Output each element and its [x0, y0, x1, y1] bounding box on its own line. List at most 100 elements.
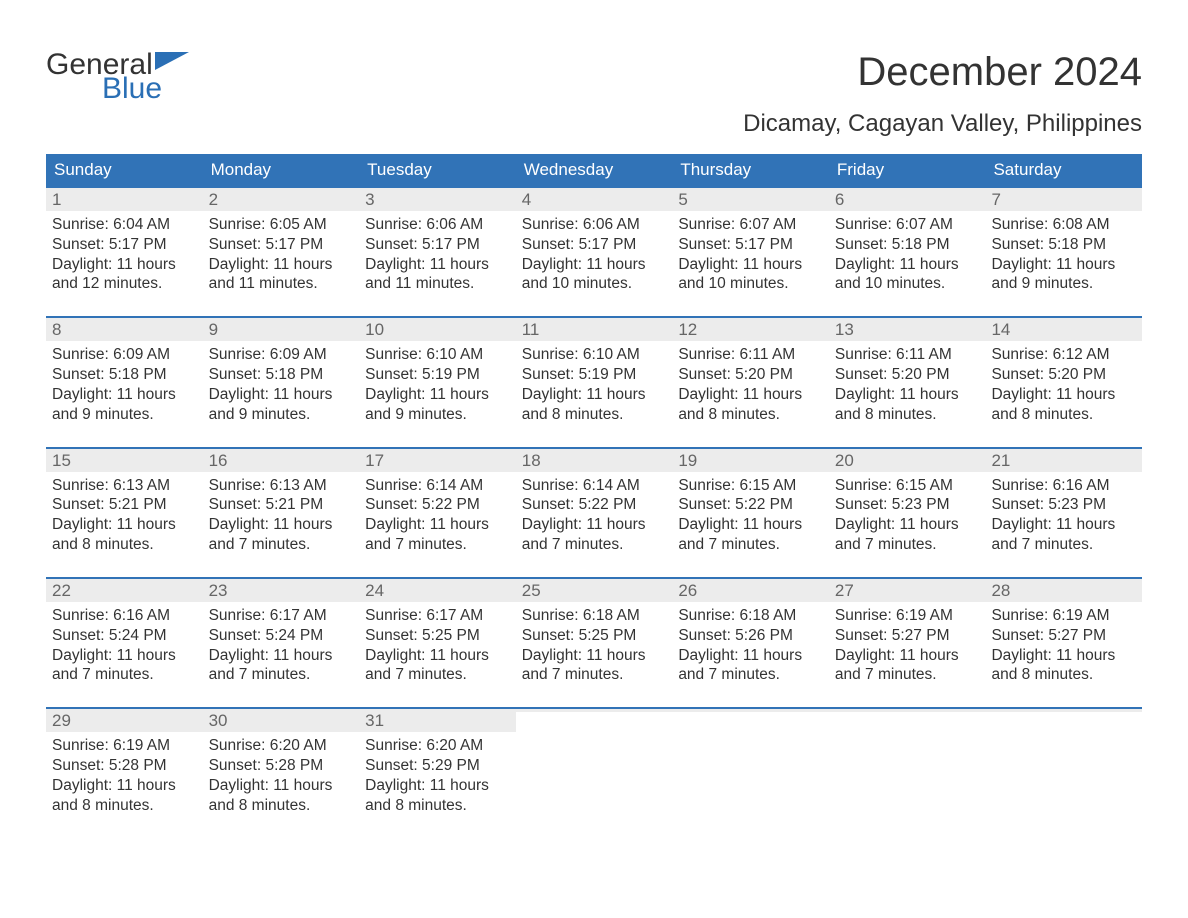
sunrise-line: Sunrise: 6:15 AM — [835, 476, 980, 496]
day-header: Tuesday — [359, 154, 516, 186]
daylight-line: Daylight: 11 hours and 8 minutes. — [52, 776, 197, 816]
daylight-line: Daylight: 11 hours and 7 minutes. — [835, 646, 980, 686]
day-cell: 3Sunrise: 6:06 AMSunset: 5:17 PMDaylight… — [359, 188, 516, 302]
sunset-line: Sunset: 5:24 PM — [52, 626, 197, 646]
daylight-line: Daylight: 11 hours and 8 minutes. — [678, 385, 823, 425]
day-body: Sunrise: 6:19 AMSunset: 5:28 PMDaylight:… — [52, 732, 197, 815]
day-number: 31 — [365, 711, 510, 731]
day-cell — [985, 709, 1142, 823]
day-body: Sunrise: 6:11 AMSunset: 5:20 PMDaylight:… — [678, 341, 823, 424]
sunset-line: Sunset: 5:19 PM — [365, 365, 510, 385]
sunrise-line: Sunrise: 6:06 AM — [365, 215, 510, 235]
day-body: Sunrise: 6:13 AMSunset: 5:21 PMDaylight:… — [209, 472, 354, 555]
day-cell: 11Sunrise: 6:10 AMSunset: 5:19 PMDayligh… — [516, 318, 673, 432]
day-number: 14 — [991, 320, 1136, 340]
day-number: 6 — [835, 190, 980, 210]
daylight-line: Daylight: 11 hours and 7 minutes. — [991, 515, 1136, 555]
sunset-line: Sunset: 5:18 PM — [835, 235, 980, 255]
day-cell: 30Sunrise: 6:20 AMSunset: 5:28 PMDayligh… — [203, 709, 360, 823]
sunset-line: Sunset: 5:29 PM — [365, 756, 510, 776]
sunset-line: Sunset: 5:28 PM — [209, 756, 354, 776]
day-cell: 12Sunrise: 6:11 AMSunset: 5:20 PMDayligh… — [672, 318, 829, 432]
day-body: Sunrise: 6:09 AMSunset: 5:18 PMDaylight:… — [209, 341, 354, 424]
day-body: Sunrise: 6:14 AMSunset: 5:22 PMDaylight:… — [365, 472, 510, 555]
day-number: 25 — [522, 581, 667, 601]
day-header: Thursday — [672, 154, 829, 186]
daylight-line: Daylight: 11 hours and 9 minutes. — [209, 385, 354, 425]
sunset-line: Sunset: 5:28 PM — [52, 756, 197, 776]
daylight-line: Daylight: 11 hours and 7 minutes. — [52, 646, 197, 686]
day-header-row: SundayMondayTuesdayWednesdayThursdayFrid… — [46, 154, 1142, 186]
daylight-line: Daylight: 11 hours and 7 minutes. — [209, 515, 354, 555]
daylight-line: Daylight: 11 hours and 8 minutes. — [209, 776, 354, 816]
day-cell: 18Sunrise: 6:14 AMSunset: 5:22 PMDayligh… — [516, 449, 673, 563]
daylight-line: Daylight: 11 hours and 7 minutes. — [835, 515, 980, 555]
day-cell: 10Sunrise: 6:10 AMSunset: 5:19 PMDayligh… — [359, 318, 516, 432]
day-body: Sunrise: 6:16 AMSunset: 5:23 PMDaylight:… — [991, 472, 1136, 555]
day-cell: 31Sunrise: 6:20 AMSunset: 5:29 PMDayligh… — [359, 709, 516, 823]
sunset-line: Sunset: 5:17 PM — [365, 235, 510, 255]
day-body: Sunrise: 6:20 AMSunset: 5:28 PMDaylight:… — [209, 732, 354, 815]
day-body: Sunrise: 6:16 AMSunset: 5:24 PMDaylight:… — [52, 602, 197, 685]
day-body: Sunrise: 6:07 AMSunset: 5:18 PMDaylight:… — [835, 211, 980, 294]
sunrise-line: Sunrise: 6:15 AM — [678, 476, 823, 496]
day-body: Sunrise: 6:15 AMSunset: 5:23 PMDaylight:… — [835, 472, 980, 555]
day-cell — [672, 709, 829, 823]
daylight-line: Daylight: 11 hours and 8 minutes. — [991, 646, 1136, 686]
daylight-line: Daylight: 11 hours and 8 minutes. — [991, 385, 1136, 425]
sunset-line: Sunset: 5:17 PM — [678, 235, 823, 255]
day-header: Wednesday — [516, 154, 673, 186]
day-cell: 19Sunrise: 6:15 AMSunset: 5:22 PMDayligh… — [672, 449, 829, 563]
daylight-line: Daylight: 11 hours and 8 minutes. — [835, 385, 980, 425]
sunrise-line: Sunrise: 6:05 AM — [209, 215, 354, 235]
day-body: Sunrise: 6:10 AMSunset: 5:19 PMDaylight:… — [365, 341, 510, 424]
sunrise-line: Sunrise: 6:18 AM — [678, 606, 823, 626]
sunset-line: Sunset: 5:26 PM — [678, 626, 823, 646]
sunrise-line: Sunrise: 6:13 AM — [52, 476, 197, 496]
day-header: Sunday — [46, 154, 203, 186]
sunrise-line: Sunrise: 6:04 AM — [52, 215, 197, 235]
day-number: 22 — [52, 581, 197, 601]
sunrise-line: Sunrise: 6:10 AM — [365, 345, 510, 365]
day-cell: 21Sunrise: 6:16 AMSunset: 5:23 PMDayligh… — [985, 449, 1142, 563]
day-body: Sunrise: 6:18 AMSunset: 5:25 PMDaylight:… — [522, 602, 667, 685]
day-body: Sunrise: 6:06 AMSunset: 5:17 PMDaylight:… — [522, 211, 667, 294]
sunrise-line: Sunrise: 6:17 AM — [209, 606, 354, 626]
day-cell: 6Sunrise: 6:07 AMSunset: 5:18 PMDaylight… — [829, 188, 986, 302]
day-cell: 14 Sunrise: 6:12 AMSunset: 5:20 PMDayligh… — [985, 318, 1142, 432]
day-body: Sunrise: 6:13 AMSunset: 5:21 PMDaylight:… — [52, 472, 197, 555]
daylight-line: Daylight: 11 hours and 7 minutes. — [209, 646, 354, 686]
location-subtitle: Dicamay, Cagayan Valley, Philippines — [46, 110, 1142, 138]
sunset-line: Sunset: 5:19 PM — [522, 365, 667, 385]
day-number: 11 — [522, 320, 667, 340]
day-cell — [516, 709, 673, 823]
daylight-line: Daylight: 11 hours and 7 minutes. — [365, 646, 510, 686]
sunset-line: Sunset: 5:21 PM — [209, 495, 354, 515]
sunset-line: Sunset: 5:27 PM — [835, 626, 980, 646]
sunrise-line: Sunrise: 6:19 AM — [835, 606, 980, 626]
day-number: 13 — [835, 320, 980, 340]
sunset-line: Sunset: 5:18 PM — [991, 235, 1136, 255]
sunrise-line: Sunrise: 6:20 AM — [209, 736, 354, 756]
day-cell: 17Sunrise: 6:14 AMSunset: 5:22 PMDayligh… — [359, 449, 516, 563]
sunset-line: Sunset: 5:25 PM — [522, 626, 667, 646]
day-cell: 29Sunrise: 6:19 AMSunset: 5:28 PMDayligh… — [46, 709, 203, 823]
daylight-line: Daylight: 11 hours and 8 minutes. — [365, 776, 510, 816]
day-cell: 9Sunrise: 6:09 AMSunset: 5:18 PMDaylight… — [203, 318, 360, 432]
sunset-line: Sunset: 5:20 PM — [991, 365, 1136, 385]
sunset-line: Sunset: 5:24 PM — [209, 626, 354, 646]
sunrise-line: Sunrise: 6:14 AM — [365, 476, 510, 496]
calendar: SundayMondayTuesdayWednesdayThursdayFrid… — [46, 154, 1142, 824]
sunrise-line: Sunrise: 6:12 AM — [991, 345, 1136, 365]
day-body: Sunrise: 6:20 AMSunset: 5:29 PMDaylight:… — [365, 732, 510, 815]
sunrise-line: Sunrise: 6:08 AM — [991, 215, 1136, 235]
day-number: 26 — [678, 581, 823, 601]
sunset-line: Sunset: 5:23 PM — [835, 495, 980, 515]
daylight-line: Daylight: 11 hours and 11 minutes. — [365, 255, 510, 295]
daylight-line: Daylight: 11 hours and 9 minutes. — [52, 385, 197, 425]
sunrise-line: Sunrise: 6:07 AM — [835, 215, 980, 235]
day-number: 20 — [835, 451, 980, 471]
day-cell: 27Sunrise: 6:19 AMSunset: 5:27 PMDayligh… — [829, 579, 986, 693]
day-cell: 15Sunrise: 6:13 AMSunset: 5:21 PMDayligh… — [46, 449, 203, 563]
daylight-line: Daylight: 11 hours and 11 minutes. — [209, 255, 354, 295]
